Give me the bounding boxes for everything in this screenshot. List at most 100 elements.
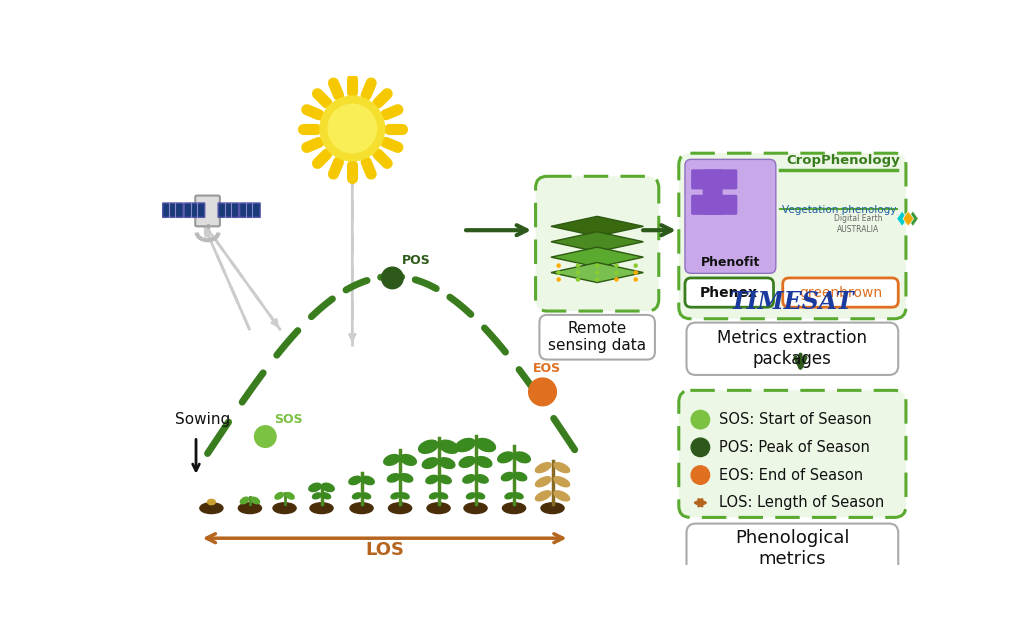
Ellipse shape	[400, 474, 413, 482]
FancyBboxPatch shape	[685, 159, 776, 273]
FancyBboxPatch shape	[686, 323, 898, 375]
Text: Phenological
metrics: Phenological metrics	[735, 529, 850, 568]
Ellipse shape	[476, 457, 492, 467]
Ellipse shape	[208, 499, 215, 505]
Polygon shape	[903, 211, 913, 226]
Ellipse shape	[536, 491, 551, 501]
Circle shape	[614, 264, 617, 267]
Ellipse shape	[275, 493, 284, 499]
Polygon shape	[897, 211, 907, 226]
Ellipse shape	[200, 503, 223, 514]
Ellipse shape	[349, 476, 361, 485]
Text: SOS: Start of Season: SOS: Start of Season	[719, 412, 871, 427]
Ellipse shape	[427, 503, 451, 514]
Text: POS: Peak of Season: POS: Peak of Season	[719, 440, 869, 455]
Circle shape	[319, 97, 385, 161]
Circle shape	[596, 278, 599, 281]
FancyBboxPatch shape	[218, 203, 239, 217]
Text: LOS: LOS	[366, 541, 404, 559]
FancyBboxPatch shape	[782, 278, 898, 307]
Circle shape	[382, 267, 403, 289]
FancyBboxPatch shape	[196, 196, 220, 226]
Ellipse shape	[463, 475, 475, 483]
Text: LOS: Length of Season: LOS: Length of Season	[719, 495, 884, 511]
Ellipse shape	[439, 440, 459, 453]
Ellipse shape	[439, 458, 455, 469]
Text: Vegetation phenology: Vegetation phenology	[782, 205, 896, 215]
Ellipse shape	[439, 476, 452, 484]
Ellipse shape	[286, 493, 294, 499]
Ellipse shape	[352, 493, 361, 499]
Text: Digital Earth
AUSTRALIA: Digital Earth AUSTRALIA	[834, 215, 883, 234]
Ellipse shape	[514, 452, 530, 463]
FancyBboxPatch shape	[536, 177, 658, 311]
Ellipse shape	[554, 463, 569, 472]
Ellipse shape	[476, 475, 488, 483]
Ellipse shape	[503, 503, 525, 514]
Circle shape	[328, 104, 377, 153]
Text: Phenex: Phenex	[699, 286, 758, 300]
Ellipse shape	[459, 457, 475, 467]
Ellipse shape	[239, 503, 261, 514]
Ellipse shape	[251, 497, 259, 504]
Circle shape	[577, 264, 580, 267]
FancyBboxPatch shape	[679, 153, 906, 319]
Text: Metrics extraction
packages: Metrics extraction packages	[718, 330, 867, 368]
Ellipse shape	[241, 497, 249, 504]
Ellipse shape	[536, 463, 551, 472]
Ellipse shape	[419, 440, 438, 453]
Ellipse shape	[384, 455, 399, 465]
Ellipse shape	[400, 455, 417, 465]
Ellipse shape	[273, 503, 296, 514]
Text: TIMESAT: TIMESAT	[730, 290, 855, 314]
Text: CropPhenology: CropPhenology	[786, 154, 900, 167]
Ellipse shape	[322, 493, 331, 499]
FancyBboxPatch shape	[240, 203, 260, 217]
Ellipse shape	[322, 483, 334, 491]
Ellipse shape	[429, 493, 438, 499]
Ellipse shape	[498, 452, 514, 463]
Circle shape	[634, 264, 637, 267]
Ellipse shape	[554, 477, 569, 487]
Text: greenbrown: greenbrown	[799, 286, 882, 300]
Ellipse shape	[514, 493, 523, 499]
Text: Phenofit: Phenofit	[700, 256, 760, 269]
Ellipse shape	[388, 503, 412, 514]
Polygon shape	[551, 232, 643, 251]
Ellipse shape	[391, 493, 400, 499]
Text: EOS: End of Season: EOS: End of Season	[719, 467, 863, 483]
Circle shape	[691, 438, 710, 457]
Text: POS: POS	[401, 254, 430, 267]
FancyBboxPatch shape	[184, 203, 205, 217]
Text: SOS: SOS	[274, 413, 303, 425]
Ellipse shape	[541, 503, 564, 514]
Ellipse shape	[309, 483, 322, 491]
Ellipse shape	[476, 493, 484, 499]
Text: Remote
sensing data: Remote sensing data	[548, 321, 646, 354]
Ellipse shape	[312, 493, 322, 499]
Ellipse shape	[361, 493, 371, 499]
Circle shape	[634, 278, 637, 281]
Circle shape	[205, 229, 211, 236]
Circle shape	[528, 378, 556, 406]
Circle shape	[596, 264, 599, 267]
Polygon shape	[551, 217, 643, 236]
Ellipse shape	[400, 493, 410, 499]
Ellipse shape	[505, 493, 514, 499]
Circle shape	[596, 271, 599, 274]
Circle shape	[255, 426, 276, 447]
Polygon shape	[907, 211, 919, 226]
Ellipse shape	[514, 472, 526, 481]
FancyBboxPatch shape	[540, 315, 655, 359]
FancyBboxPatch shape	[691, 170, 737, 189]
Ellipse shape	[426, 476, 438, 484]
Ellipse shape	[310, 503, 333, 514]
Circle shape	[557, 264, 560, 267]
Ellipse shape	[438, 493, 447, 499]
Circle shape	[634, 271, 637, 274]
Circle shape	[691, 466, 710, 485]
Polygon shape	[551, 262, 643, 283]
Text: EOS: EOS	[534, 362, 561, 375]
Circle shape	[614, 278, 617, 281]
Circle shape	[614, 271, 617, 274]
